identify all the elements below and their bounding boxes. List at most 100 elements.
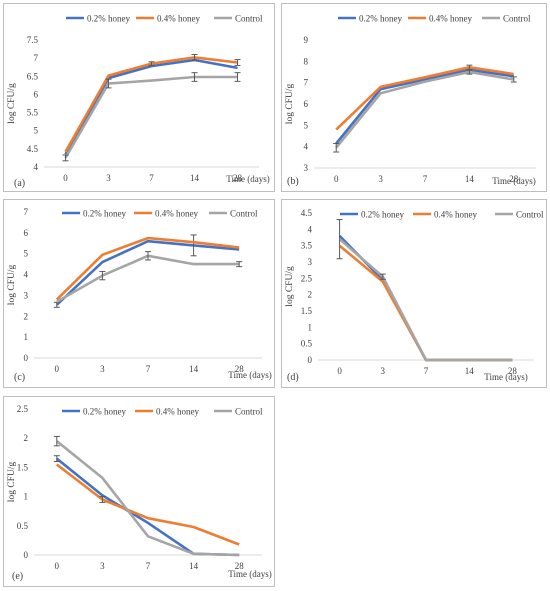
chart-panel-d: 0 0.5 1 1.5 2 2.5 3 3.5 4 4.5 0 3 7 14 28 log CFU/g Time…	[281, 199, 547, 388]
y-tick-label: 7	[24, 207, 29, 217]
x-tick-label: 28	[233, 173, 243, 183]
legend-label: 0.4% honey	[155, 209, 198, 219]
panel-label: (d)	[287, 372, 299, 383]
y-tick-label: 1	[308, 322, 313, 332]
x-tick-label: 7	[146, 364, 151, 374]
error-bar	[53, 435, 60, 447]
x-tick-label: 0	[334, 174, 339, 184]
series-line	[335, 65, 514, 131]
error-bar	[105, 78, 112, 89]
y-tick-label: 2	[24, 433, 29, 443]
y-tick-label: 5	[34, 126, 39, 136]
x-tick-label: 28	[235, 364, 245, 374]
legend-label: 0.2% honey	[83, 407, 126, 417]
x-tick-label: 7	[424, 366, 429, 376]
series-line	[64, 56, 238, 153]
x-tick-label: 7	[149, 173, 154, 183]
y-tick-label: 0.5	[301, 339, 313, 349]
x-axis-label: Time (days)	[484, 372, 527, 382]
x-axis-label: Time (days)	[492, 176, 535, 186]
error-bar	[379, 273, 386, 280]
y-tick-label: 1	[24, 332, 29, 342]
y-tick-label: 4	[304, 142, 309, 152]
legend-label: 0.4% honey	[156, 407, 199, 417]
y-tick-label: 1.5	[17, 462, 29, 472]
error-bar	[234, 72, 241, 82]
y-tick-label: 4	[24, 270, 29, 280]
x-tick-label: 3	[381, 366, 386, 376]
legend-label: 0.4% honey	[434, 210, 477, 220]
chart-svg: 3 4 5 6 7 8 9 0 3 7 14 28 log CFU/g Time (days) (b) 0.2…	[285, 14, 536, 187]
y-tick-label: 7	[34, 53, 39, 63]
x-tick-label: 14	[465, 366, 475, 376]
series-line	[338, 234, 513, 362]
y-tick-label: 6	[34, 89, 39, 99]
x-tick-label: 14	[190, 173, 200, 183]
x-tick-label: 3	[100, 364, 105, 374]
x-tick-label: 28	[508, 366, 518, 376]
y-tick-label: 0	[24, 353, 29, 363]
x-axis-label: Time (days)	[228, 569, 271, 579]
y-tick-label: 2.5	[17, 404, 29, 414]
y-tick-label: 2	[308, 290, 313, 300]
legend-label: Control	[516, 210, 544, 220]
y-tick-label: 3	[24, 290, 29, 300]
error-bar	[99, 270, 106, 281]
y-tick-label: 9	[304, 35, 309, 45]
x-axis-label: Time (days)	[228, 370, 271, 380]
panel-label: (c)	[14, 372, 25, 383]
y-tick-label: 0	[308, 355, 313, 365]
error-bar	[148, 61, 155, 66]
y-tick-label: 2	[24, 311, 29, 321]
series-line	[55, 457, 240, 557]
legend-label: 0.2% honey	[87, 14, 130, 24]
chart-panel-a: 4 4.5 5 5.5 6 6.5 7 7.5 0 3 7 14 28 log CFU/g Time (da…	[3, 3, 275, 192]
error-bar	[336, 219, 343, 260]
chart-svg: 0 1 2 3 4 5 6 7 0 3 7 14 28 log CFU/g Time (days) (c) 0.…	[7, 207, 272, 383]
error-bar	[234, 59, 241, 66]
y-tick-label: 3.5	[301, 241, 313, 251]
error-bar	[99, 496, 106, 503]
y-tick-label: 6.5	[27, 71, 39, 81]
y-tick-label: 5	[24, 249, 29, 259]
x-tick-label: 14	[189, 364, 199, 374]
y-tick-label: 7.5	[27, 35, 39, 45]
y-tick-label: 4	[308, 224, 313, 234]
error-bar	[510, 76, 517, 83]
y-tick-label: 3	[308, 257, 313, 267]
series-line	[338, 238, 513, 362]
error-bar	[333, 142, 340, 153]
error-bar	[191, 54, 198, 61]
series-line	[64, 75, 238, 159]
legend-label: 0.4% honey	[157, 14, 200, 24]
x-tick-label: 0	[55, 561, 60, 571]
y-tick-label: 7	[304, 78, 309, 88]
x-tick-label: 28	[235, 561, 245, 571]
y-tick-label: 4.5	[27, 144, 39, 154]
error-bar	[190, 234, 197, 257]
error-bar	[236, 261, 243, 268]
y-tick-label: 1	[24, 492, 29, 502]
series-line	[335, 68, 514, 145]
error-bar	[191, 72, 198, 82]
x-tick-label: 0	[55, 364, 60, 374]
x-tick-label: 3	[378, 174, 383, 184]
error-bar	[466, 69, 473, 75]
legend-label: 0.2% honey	[361, 210, 404, 220]
chart-svg: 0 0.5 1 1.5 2 2.5 3 3.5 4 4.5 0 3 7 14 28 log CFU/g Time…	[285, 208, 544, 383]
chart-svg: 0 0.5 1 1.5 2 2.5 0 3 7 14 28 log CFU/g Time (days) (…	[7, 404, 272, 582]
panel-label: (b)	[287, 176, 299, 187]
chart-panel-b: 3 4 5 6 7 8 9 0 3 7 14 28 log CFU/g Time (days) (b) 0.2…	[281, 3, 547, 192]
series-line	[55, 440, 240, 557]
x-tick-label: 3	[106, 173, 111, 183]
x-tick-label: 14	[465, 174, 475, 184]
y-axis-label: log CFU/g	[7, 83, 17, 124]
x-tick-label: 3	[100, 561, 105, 571]
legend-label: Control	[230, 209, 258, 219]
legend-label: 0.2% honey	[83, 209, 126, 219]
legend-label: Control	[503, 14, 531, 24]
y-tick-label: 0.5	[17, 521, 29, 531]
y-tick-label: 5.5	[27, 108, 39, 118]
chart-panel-e: 0 0.5 1 1.5 2 2.5 0 3 7 14 28 log CFU/g Time (days) (…	[3, 396, 275, 587]
y-tick-label: 0	[24, 550, 29, 560]
